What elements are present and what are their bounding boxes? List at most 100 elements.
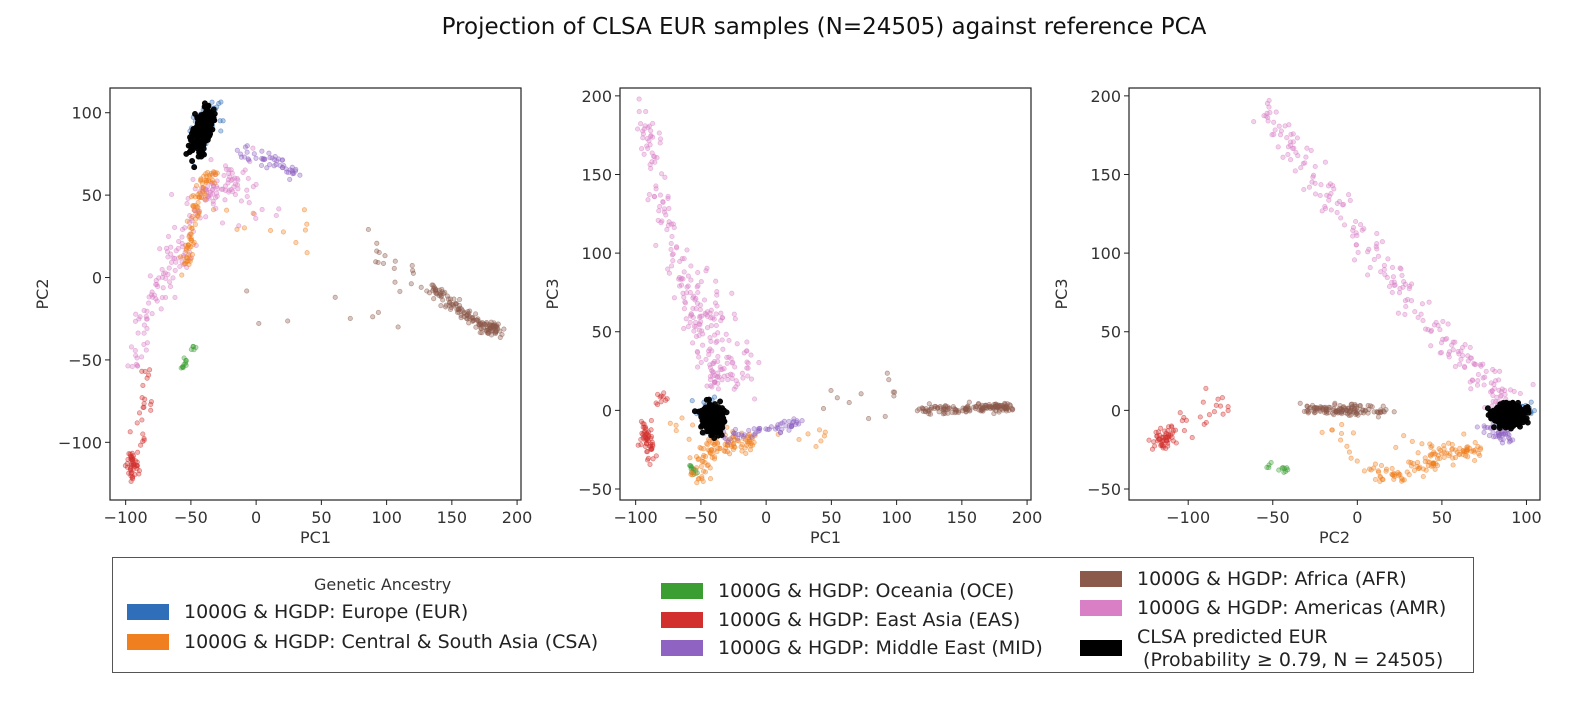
point-amr <box>719 377 725 383</box>
point-amr <box>1353 218 1359 225</box>
point-amr <box>730 359 736 365</box>
point-eur <box>209 99 215 105</box>
point-amr <box>701 297 708 303</box>
point-csa <box>189 225 195 231</box>
point-amr <box>134 355 140 361</box>
point-csa <box>816 427 823 433</box>
point-csa <box>673 422 679 428</box>
point-mid <box>238 151 244 157</box>
point-eas <box>1220 411 1226 417</box>
point-csa <box>1423 467 1429 473</box>
point-amr <box>141 341 147 347</box>
point-amr <box>1445 321 1451 327</box>
point-clsa <box>206 120 213 127</box>
point-amr <box>699 328 705 334</box>
point-amr <box>244 187 250 193</box>
point-eas <box>649 439 655 445</box>
point-oce <box>183 360 189 366</box>
point-amr <box>147 273 153 279</box>
legend-label-eas: 1000G & HGDP: East Asia (EAS) <box>718 609 1021 631</box>
point-amr <box>652 159 658 165</box>
point-amr <box>1280 154 1286 160</box>
point-mid <box>251 151 257 157</box>
point-clsa <box>202 109 209 116</box>
point-amr <box>699 313 705 319</box>
point-csa <box>1477 452 1483 459</box>
point-afr <box>1369 404 1375 410</box>
point-mid <box>736 431 742 437</box>
point-mid <box>722 436 729 442</box>
point-clsa <box>1510 423 1517 430</box>
point-amr <box>1263 113 1269 119</box>
point-amr <box>687 290 693 296</box>
point-mid <box>281 163 287 169</box>
point-amr <box>1309 179 1315 185</box>
point-eas <box>1165 428 1171 434</box>
point-amr <box>1400 284 1406 290</box>
point-mid <box>1510 437 1516 443</box>
point-amr <box>691 328 697 334</box>
point-amr <box>681 269 687 275</box>
point-amr <box>132 318 139 324</box>
point-csa <box>183 254 189 260</box>
point-amr <box>1319 208 1325 214</box>
point-clsa <box>703 396 710 403</box>
point-amr <box>172 294 178 300</box>
point-mid <box>258 162 265 169</box>
point-afr <box>1330 410 1336 416</box>
legend-swatch-eur <box>127 604 169 620</box>
point-amr <box>1457 361 1463 367</box>
point-amr <box>149 311 155 317</box>
legend-item-oce: 1000G & HGDP: Oceania (OCE) <box>661 580 1014 603</box>
point-csa <box>187 236 193 242</box>
point-amr <box>1475 371 1481 378</box>
point-amr <box>1278 128 1284 134</box>
series-csa <box>178 169 310 278</box>
point-csa <box>210 207 217 213</box>
point-amr <box>176 238 182 244</box>
point-afr <box>455 307 461 313</box>
point-amr <box>220 186 226 192</box>
y-tick-label: 200 <box>1090 87 1121 106</box>
point-csa <box>1427 441 1433 447</box>
point-csa <box>179 272 185 278</box>
point-mid <box>781 418 787 424</box>
point-csa <box>205 170 211 176</box>
point-amr <box>714 303 720 309</box>
point-clsa <box>1514 402 1521 409</box>
point-csa <box>679 415 685 421</box>
point-csa <box>1409 438 1415 444</box>
point-amr <box>687 319 693 325</box>
point-csa <box>696 475 702 482</box>
point-amr <box>1386 283 1393 290</box>
point-afr <box>244 288 250 294</box>
point-clsa <box>1517 417 1524 424</box>
series-eas <box>635 390 670 467</box>
point-amr <box>259 207 265 213</box>
point-afr <box>1357 403 1363 409</box>
point-amr <box>696 354 702 360</box>
point-amr <box>665 193 671 199</box>
point-afr <box>457 297 463 303</box>
point-csa <box>667 420 673 426</box>
point-amr <box>1331 186 1337 192</box>
point-amr <box>1482 374 1488 380</box>
point-amr <box>225 180 231 186</box>
point-amr <box>135 330 141 336</box>
point-csa <box>1361 468 1367 474</box>
point-clsa <box>189 158 196 164</box>
point-amr <box>141 322 147 328</box>
point-mid <box>749 434 755 440</box>
point-amr <box>668 240 674 247</box>
point-eur <box>216 100 222 106</box>
series-amr <box>125 145 282 370</box>
point-csa <box>1379 476 1385 482</box>
point-amr <box>144 316 150 322</box>
point-amr <box>1266 97 1272 104</box>
legend-item-csa: 1000G & HGDP: Central & South Asia (CSA) <box>127 631 598 654</box>
point-eas <box>1213 402 1219 408</box>
legend-box <box>112 557 1474 673</box>
point-amr <box>1340 201 1347 207</box>
point-afr <box>395 324 401 330</box>
series-afr <box>244 226 507 340</box>
